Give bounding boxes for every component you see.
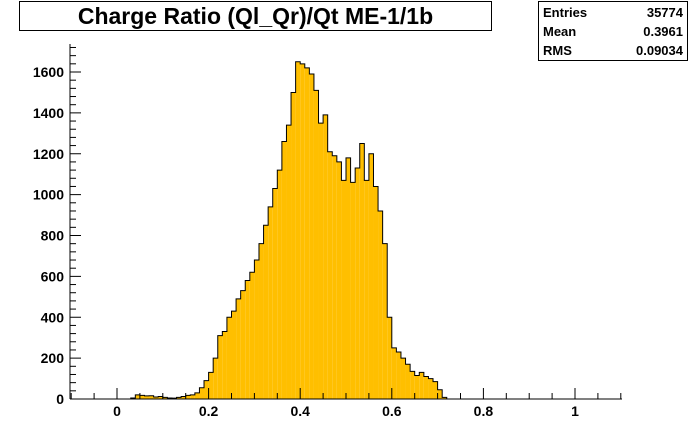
histogram-bar <box>272 188 278 399</box>
x-tick-label: 0.6 <box>382 403 402 419</box>
histogram-bar <box>323 114 328 399</box>
histogram-outline <box>126 61 452 400</box>
histogram-bar <box>176 397 182 399</box>
histogram-bar <box>396 351 401 399</box>
x-tick-label: 0.4 <box>290 403 310 419</box>
histogram-bar <box>364 180 369 399</box>
histogram-bar <box>277 170 282 399</box>
histogram-bar <box>332 155 337 399</box>
stats-row-entries: Entries 35774 <box>543 3 683 22</box>
histogram-bar <box>291 92 296 399</box>
histogram-bar <box>286 125 292 399</box>
histogram-bar <box>139 395 145 399</box>
histogram-bar <box>346 157 351 399</box>
histogram-bar <box>162 397 168 399</box>
histogram-bar <box>185 395 191 399</box>
y-tick-label: 400 <box>41 309 65 325</box>
histogram-bar <box>313 90 319 400</box>
histogram-bar <box>405 364 411 399</box>
stats-label: Mean <box>543 24 577 39</box>
histogram-bar <box>153 396 159 399</box>
histogram-bar <box>318 123 324 399</box>
x-tick-label: 0.8 <box>474 403 494 419</box>
stats-value: 0.3961 <box>643 24 683 39</box>
stats-row-mean: Mean 0.3961 <box>543 22 683 41</box>
chart-title-box: Charge Ratio (Ql_Qr)/Qt ME-1/1b <box>19 1 492 31</box>
histogram-bar <box>400 358 406 399</box>
x-tick-label: 0.2 <box>199 403 219 419</box>
histogram-bar <box>268 206 273 399</box>
histogram-bar <box>295 61 301 399</box>
chart-title: Charge Ratio (Ql_Qr)/Qt ME-1/1b <box>77 2 434 29</box>
histogram-bar <box>190 394 195 399</box>
histogram-bar <box>437 389 443 399</box>
y-tick-label: 0 <box>56 391 64 407</box>
histogram-bar <box>258 243 264 399</box>
histogram-bar <box>213 358 218 399</box>
histogram-bar <box>254 260 259 399</box>
x-tick-label: 0 <box>113 403 121 419</box>
histogram-bar <box>336 161 342 399</box>
histogram-bar <box>350 182 356 399</box>
histogram-bar <box>199 387 205 399</box>
histogram-bar <box>208 372 214 399</box>
x-tick-label: 1 <box>571 403 579 419</box>
histogram-bar <box>423 376 429 399</box>
histogram-bar <box>433 381 438 399</box>
histogram-bar <box>245 280 250 399</box>
histogram-bar <box>149 395 154 399</box>
histogram-bar <box>236 298 241 399</box>
histogram-bar <box>300 63 305 399</box>
y-tick-label: 1000 <box>33 187 64 203</box>
histogram-bar <box>304 67 310 399</box>
histogram-bar <box>309 74 314 399</box>
histogram-bar <box>410 371 415 399</box>
y-tick-label: 1200 <box>33 146 64 162</box>
stats-value: 0.09034 <box>636 43 683 58</box>
histogram-bar <box>135 394 140 399</box>
histogram-bar <box>158 396 163 399</box>
histogram-bar <box>167 397 172 399</box>
histogram-bar <box>217 335 223 399</box>
y-tick-label: 800 <box>41 228 65 244</box>
histogram-bar <box>382 243 388 399</box>
histogram-bar <box>231 311 237 399</box>
histogram-bar <box>204 380 209 399</box>
y-tick-label: 200 <box>41 350 65 366</box>
histogram-bar <box>387 317 392 399</box>
y-tick-label: 600 <box>41 268 65 284</box>
histogram-bar <box>368 153 374 399</box>
histogram-bar <box>130 397 136 399</box>
stats-label: RMS <box>543 43 572 58</box>
histogram-bar <box>373 186 379 399</box>
histogram-bar <box>327 151 333 399</box>
histogram-bar <box>359 143 365 399</box>
histogram-bar <box>442 397 447 399</box>
histogram-bar <box>194 392 200 399</box>
histogram-bar <box>378 210 383 399</box>
histogram-bar <box>240 290 246 399</box>
histogram-bar <box>226 317 232 399</box>
histogram-bar <box>144 395 150 399</box>
histogram-bar <box>341 180 346 399</box>
stats-value: 35774 <box>646 5 683 20</box>
histogram-bar <box>428 378 434 399</box>
y-tick-label: 1400 <box>33 105 64 121</box>
histogram-bar <box>281 141 287 400</box>
y-tick-label: 1600 <box>33 64 64 80</box>
histogram-bar <box>263 225 269 399</box>
histogram-bar <box>355 168 360 399</box>
stats-box: Entries 35774 Mean 0.3961 RMS 0.09034 <box>538 1 688 61</box>
histogram-bar <box>222 331 227 399</box>
stats-row-rms: RMS 0.09034 <box>543 41 683 60</box>
histogram-bar <box>181 396 186 399</box>
histogram-bar <box>419 372 424 399</box>
histogram-bar <box>391 347 397 399</box>
stats-label: Entries <box>543 5 588 20</box>
histogram-bar <box>414 375 420 399</box>
histogram-bar <box>249 272 255 399</box>
